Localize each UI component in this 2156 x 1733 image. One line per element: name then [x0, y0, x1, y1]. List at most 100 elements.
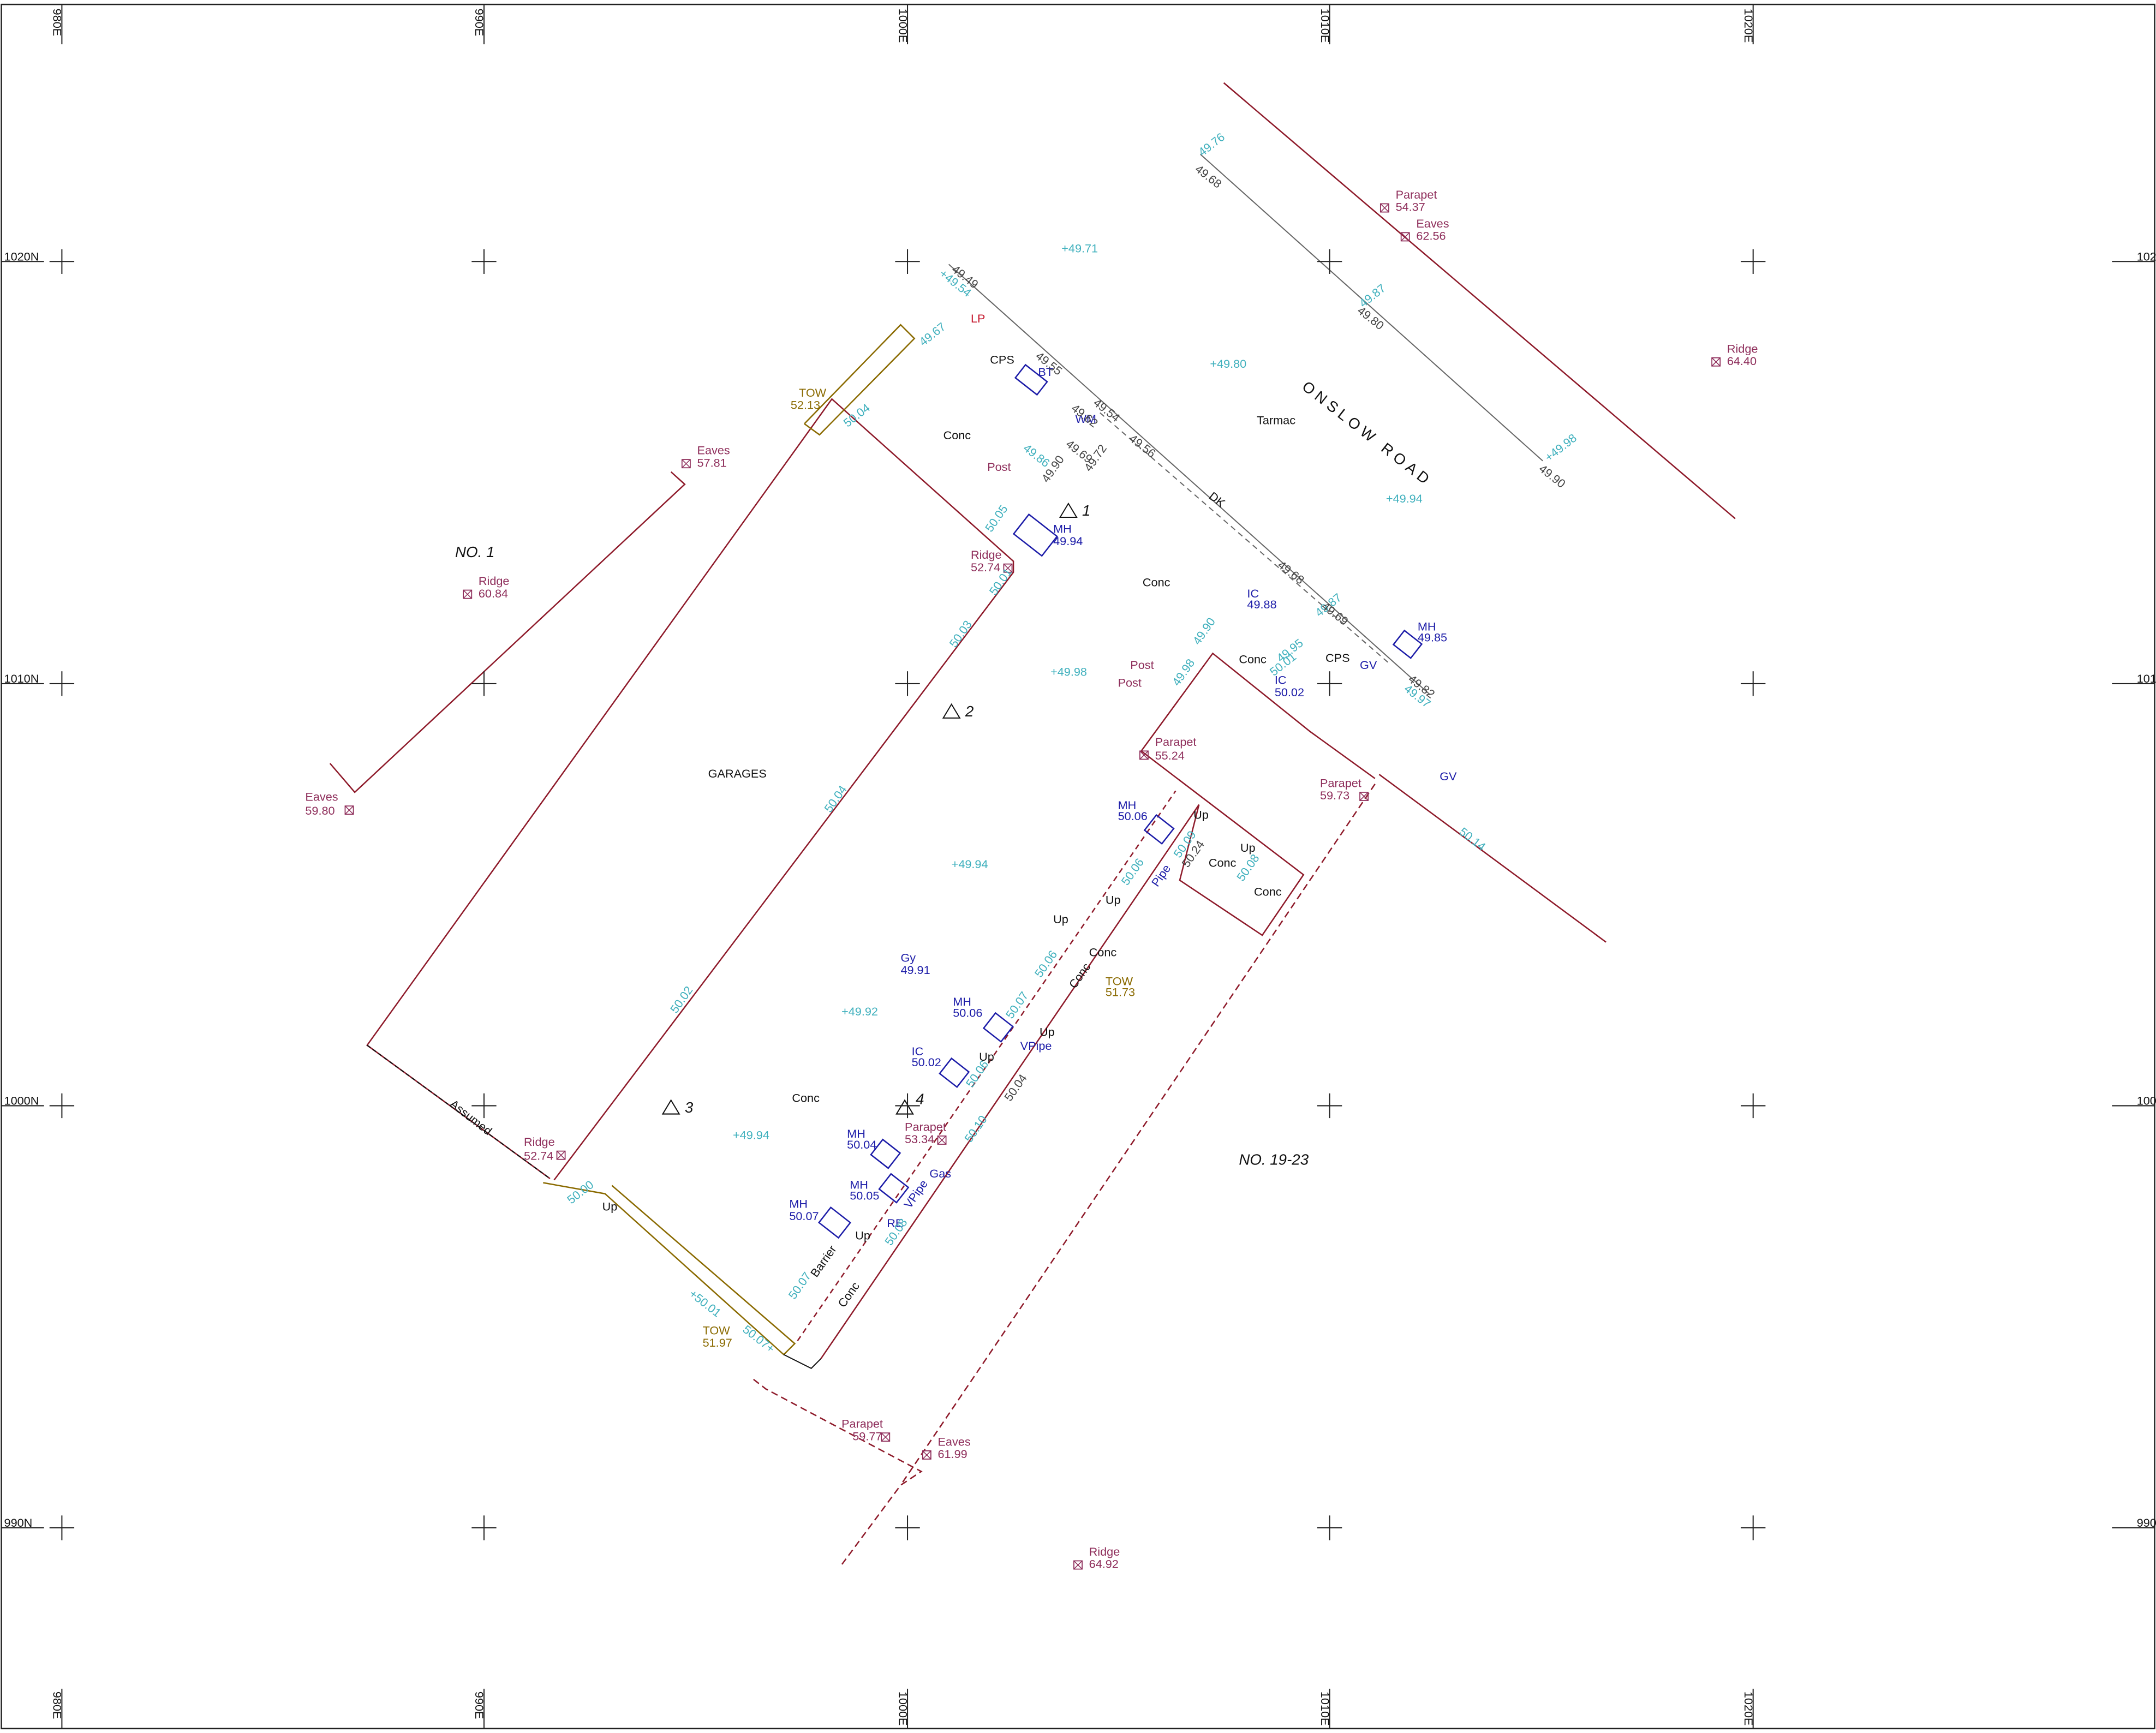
level-marker: [881, 1432, 891, 1442]
label: VPipe: [1020, 1039, 1052, 1053]
grid-label: 980E: [51, 1692, 64, 1719]
grid-label: 1010N: [2137, 672, 2156, 685]
level-marker: [682, 459, 691, 468]
label: 64.92: [1089, 1557, 1119, 1571]
label: 52.13: [791, 398, 820, 412]
label: 50.02: [912, 1055, 941, 1069]
label: Post: [987, 460, 1011, 474]
label: Tarmac: [1257, 413, 1295, 427]
label: +49.94: [1386, 492, 1423, 505]
label: 55.24: [1155, 749, 1185, 762]
level-marker: [1380, 203, 1389, 213]
label: 57.81: [697, 456, 727, 469]
grid-label: 980E: [51, 9, 64, 37]
label: NO. 1: [455, 543, 494, 560]
label: 50.06: [1032, 948, 1060, 980]
label: 49.91: [900, 963, 930, 977]
label: Eaves: [937, 1435, 970, 1449]
grid-label: 1020E: [1742, 1692, 1755, 1726]
label: 59.80: [305, 804, 335, 817]
label: Gy: [900, 951, 916, 965]
level-marker: [922, 1450, 931, 1460]
wall-end: [783, 1354, 822, 1369]
boundary: [797, 790, 1176, 1342]
label: +49.94: [952, 857, 988, 871]
grid-label: 1020E: [1742, 9, 1755, 43]
label: 59.77: [852, 1429, 882, 1443]
level-marker: [937, 1136, 947, 1145]
level-marker: [1139, 750, 1149, 760]
label: DK: [1207, 489, 1228, 510]
label: MH: [1418, 619, 1436, 633]
road-boundary: [1223, 82, 1736, 519]
wall: [804, 324, 916, 436]
label: 49.90: [1537, 462, 1568, 491]
label: 53.34: [905, 1132, 934, 1146]
level-marker: [681, 459, 691, 469]
grid-label: 990N: [2137, 1516, 2156, 1529]
level-marker: [922, 1450, 931, 1460]
labels: ONSLOW ROAD Tarmac NO. 1 GARAGES NO. 19-23 Co…: [305, 130, 1758, 1571]
level-marker: [344, 805, 354, 815]
level-marker: [1379, 203, 1389, 213]
label: Conc: [1066, 960, 1094, 991]
label: 59.73: [1320, 788, 1349, 802]
level-marker: [1139, 750, 1149, 760]
label: 50.05: [850, 1188, 879, 1202]
label: 49.68: [1275, 558, 1307, 587]
label: IC: [912, 1044, 924, 1058]
label: MH: [789, 1197, 808, 1211]
label: 51.73: [1106, 985, 1135, 999]
label: Ridge: [524, 1135, 555, 1149]
label: Up: [979, 1050, 994, 1063]
manhole: [939, 1057, 970, 1089]
label: Up: [1240, 841, 1256, 854]
label: TOW: [703, 1323, 731, 1337]
level-marker: [1003, 563, 1013, 573]
label: +49.98: [1542, 431, 1579, 464]
label: TOW: [799, 386, 827, 399]
dropped-kerb: [1100, 412, 1389, 664]
label: MH: [1053, 522, 1072, 535]
label: +50.01: [686, 1287, 724, 1320]
label: 50.04: [847, 1138, 876, 1151]
label: 50.02: [1275, 685, 1304, 699]
label: 50.04: [821, 783, 850, 815]
label: CPS: [990, 352, 1014, 366]
label: 62.56: [1416, 229, 1446, 243]
boundary: [900, 784, 1376, 1486]
grid-label: 1020N: [4, 249, 39, 263]
label: MH: [1118, 798, 1137, 812]
level-marker: [556, 1151, 566, 1160]
label: Pipe: [1149, 862, 1173, 889]
label: 4: [916, 1091, 924, 1108]
level-marker: [463, 589, 473, 599]
manhole: [870, 1138, 901, 1169]
label: 49.56: [1127, 432, 1158, 461]
label: WM: [1075, 412, 1096, 426]
linework: [329, 82, 1736, 1565]
manhole: [878, 1173, 910, 1204]
label: MH: [847, 1127, 865, 1140]
label: Conc: [1254, 885, 1282, 899]
label: 50.04: [841, 401, 873, 430]
stations: [661, 502, 1078, 1115]
label: NO. 19-23: [1239, 1151, 1309, 1168]
level-marker: [556, 1150, 566, 1160]
label: Ridge: [1727, 342, 1758, 355]
label: 49.94: [1053, 534, 1083, 548]
label: RE: [887, 1216, 903, 1230]
boundary: [753, 1378, 923, 1565]
label: 50.06: [953, 1006, 982, 1019]
label: 50.10: [961, 1113, 990, 1145]
label: 64.40: [1727, 354, 1757, 368]
manhole: [982, 1012, 1014, 1043]
manhole: [818, 1206, 851, 1239]
label: Conc: [1209, 856, 1237, 870]
building-outline: [329, 471, 686, 793]
level-marker: [1359, 792, 1369, 801]
label: GARAGES: [708, 767, 767, 780]
manhole: [1392, 629, 1423, 659]
label: 61.99: [937, 1447, 967, 1461]
